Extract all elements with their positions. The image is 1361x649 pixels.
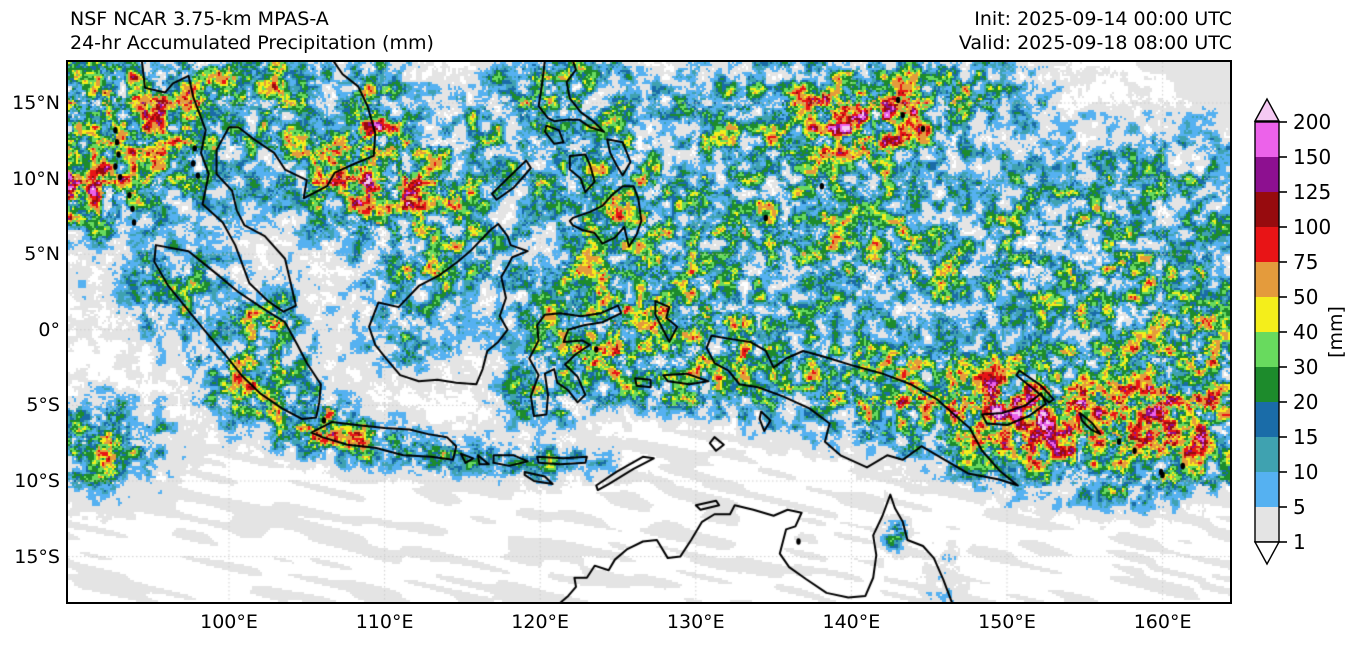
- colorbar-segment: [1255, 157, 1279, 192]
- x-tick-label: 130°E: [666, 611, 725, 633]
- colorbar-tick-label: 150: [1293, 145, 1332, 169]
- x-tick-label: 160°E: [1133, 611, 1192, 633]
- colorbar-segment: [1255, 332, 1279, 367]
- colorbar-tick-label: 125: [1293, 180, 1332, 204]
- colorbar-segment: [1255, 507, 1279, 542]
- colorbar-tick-label: 5: [1293, 495, 1306, 519]
- y-tick-label: 10°S: [14, 470, 60, 492]
- colorbar-over-arrow: [1253, 97, 1281, 122]
- plot-title-block: NSF NCAR 3.75-km MPAS-A 24-hr Accumulate…: [70, 7, 434, 55]
- init-time: Init: 2025-09-14 00:00 UTC: [974, 8, 1232, 30]
- colorbar-segment: [1255, 437, 1279, 472]
- colorbar-ramp: [1253, 97, 1287, 566]
- colorbar-tick-label: 100: [1293, 215, 1332, 239]
- colorbar-tick-label: 200: [1293, 110, 1332, 134]
- valid-time: Valid: 2025-09-18 08:00 UTC: [958, 32, 1232, 54]
- y-tick-label: 15°S: [14, 545, 60, 568]
- colorbar-tick-label: 10: [1293, 460, 1319, 484]
- y-tick-label: 0°: [38, 318, 60, 341]
- model-name: NSF NCAR 3.75-km MPAS-A: [70, 8, 329, 30]
- colorbar-segment: [1255, 367, 1279, 402]
- colorbar-tick-label: 40: [1293, 320, 1319, 344]
- y-tick-label: 15°N: [12, 92, 60, 114]
- colorbar-tick-label: 20: [1293, 390, 1319, 414]
- x-tick-label: 110°E: [355, 611, 414, 633]
- y-tick-label: 5°N: [24, 243, 60, 266]
- colorbar-segment: [1255, 402, 1279, 437]
- x-tick-label: 150°E: [978, 611, 1036, 633]
- colorbar-tick-label: 1: [1293, 530, 1306, 554]
- colorbar-segment: [1255, 472, 1279, 507]
- y-tick-label: 5°S: [26, 394, 60, 417]
- colorbar-unit-label: [mm]: [1325, 306, 1347, 358]
- colorbar-tick-label: 30: [1293, 355, 1319, 379]
- plot-subtitle: 24-hr Accumulated Precipitation (mm): [70, 32, 434, 54]
- x-tick-label: 120°E: [511, 611, 570, 633]
- colorbar-tick-label: 75: [1293, 250, 1319, 274]
- precipitation-map-canvas: [68, 62, 1230, 602]
- colorbar-tick-label: 15: [1293, 425, 1319, 449]
- forecast-time-block: Init: 2025-09-14 00:00 UTC Valid: 2025-0…: [959, 7, 1232, 55]
- colorbar: 200 150 125 100 75 50 40 30 20 15 10 5 1: [1253, 96, 1361, 576]
- colorbar-segment: [1255, 192, 1279, 227]
- colorbar-under-arrow: [1253, 541, 1281, 566]
- colorbar-segment: [1255, 262, 1279, 297]
- y-tick-label: 10°N: [12, 167, 60, 190]
- x-tick-label: 100°E: [200, 611, 258, 633]
- x-tick-label: 140°E: [822, 611, 881, 633]
- colorbar-segment: [1255, 297, 1279, 332]
- colorbar-tick-label: 50: [1293, 285, 1319, 309]
- colorbar-segment: [1255, 227, 1279, 262]
- colorbar-segment: [1255, 122, 1279, 157]
